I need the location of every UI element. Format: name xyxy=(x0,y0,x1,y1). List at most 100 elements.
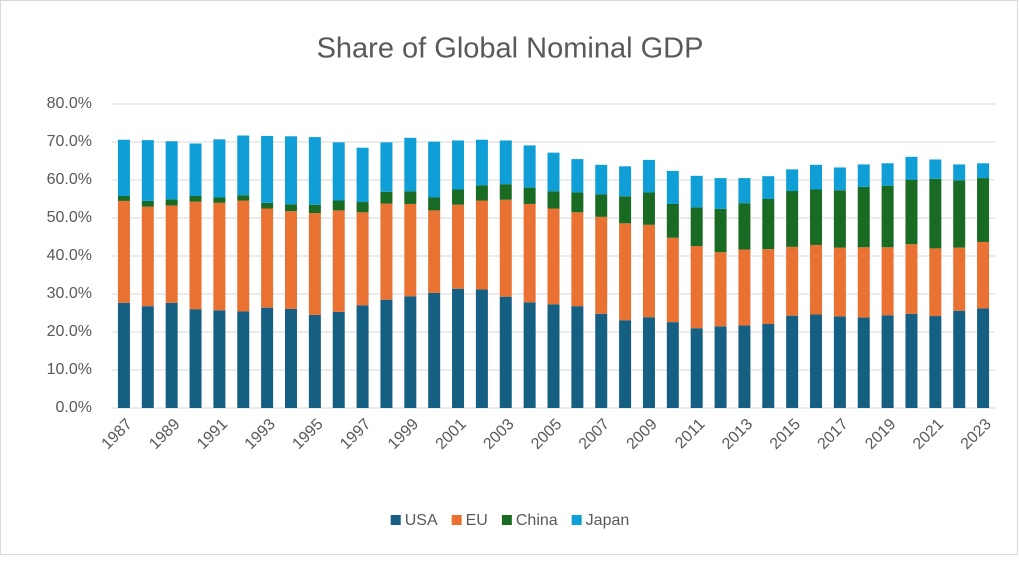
bar-segment xyxy=(499,184,512,200)
bar-segment xyxy=(165,205,178,303)
bar-segment xyxy=(857,317,870,408)
bar-segment xyxy=(428,292,441,408)
bar-segment xyxy=(356,212,369,306)
bar-segment xyxy=(762,199,775,250)
bar-segment xyxy=(642,224,655,318)
bar-segment xyxy=(929,178,942,249)
bar-segment xyxy=(380,191,393,204)
bar-segment xyxy=(308,314,321,408)
bar-segment xyxy=(475,289,488,408)
bar-segment xyxy=(857,247,870,318)
bar-segment xyxy=(595,164,608,195)
bar-segment xyxy=(404,203,417,297)
bar-segment xyxy=(380,299,393,408)
bar-segment xyxy=(117,195,130,201)
bar-segment xyxy=(762,176,775,199)
bar-segment xyxy=(165,302,178,408)
bar-segment xyxy=(499,296,512,408)
legend-label: EU xyxy=(466,512,488,529)
bar-segment xyxy=(714,178,727,209)
bar-segment xyxy=(189,195,202,202)
bar-segment xyxy=(905,179,918,245)
bar-segment xyxy=(595,216,608,314)
legend-label: Japan xyxy=(586,512,630,529)
bar-segment xyxy=(833,190,846,248)
bar-segment xyxy=(905,244,918,314)
bar-segment xyxy=(428,141,441,198)
bar-segment xyxy=(189,201,202,310)
bar-segment xyxy=(141,306,154,408)
bar-segment xyxy=(523,187,536,204)
legend-swatch xyxy=(451,515,462,525)
bar-segment xyxy=(714,252,727,327)
bar-segment xyxy=(929,248,942,317)
bar-segment xyxy=(380,142,393,192)
legend-swatch xyxy=(390,515,401,525)
bar-segment xyxy=(117,302,130,408)
bar-segment xyxy=(499,199,512,297)
bar-segment xyxy=(690,246,703,329)
bar-segment xyxy=(810,164,823,190)
y-tick-label: 50.0% xyxy=(47,209,92,226)
bar-segment xyxy=(404,137,417,192)
legend-label: USA xyxy=(405,512,438,529)
bar-segment xyxy=(404,191,417,204)
bar-segment xyxy=(977,241,990,309)
bar-segment xyxy=(690,328,703,408)
bar-segment xyxy=(642,159,655,193)
bar-segment xyxy=(332,311,345,408)
bar-segment xyxy=(141,206,154,307)
bar-segment xyxy=(380,203,393,300)
bar-segment xyxy=(642,317,655,408)
bar-segment xyxy=(141,200,154,207)
bar-segment xyxy=(308,137,321,205)
bar-segment xyxy=(786,246,799,316)
y-tick-label: 70.0% xyxy=(47,133,92,150)
bar-segment xyxy=(810,189,823,245)
y-tick-label: 0.0% xyxy=(56,399,92,416)
bar-segment xyxy=(547,304,560,408)
bar-segment xyxy=(308,204,321,214)
bar-segment xyxy=(117,139,130,196)
bar-segment xyxy=(213,310,226,408)
legend-label: China xyxy=(516,512,558,529)
bar-segment xyxy=(356,202,369,213)
bar-segment xyxy=(261,307,274,408)
bar-segment xyxy=(738,203,751,250)
legend-swatch xyxy=(501,515,512,525)
bar-segment xyxy=(356,305,369,408)
bar-segment xyxy=(547,191,560,209)
bar-segment xyxy=(714,326,727,408)
bar-segment xyxy=(762,249,775,325)
y-tick-label: 10.0% xyxy=(47,361,92,378)
bar-segment xyxy=(141,140,154,201)
bar-segment xyxy=(595,194,608,217)
y-tick-label: 20.0% xyxy=(47,323,92,340)
bar-segment xyxy=(261,208,274,308)
bar-segment xyxy=(571,306,584,408)
bar-segment xyxy=(690,175,703,208)
bar-segment xyxy=(356,147,369,203)
bar-segment xyxy=(452,140,465,190)
bar-segment xyxy=(165,141,178,200)
bar-segment xyxy=(284,204,297,212)
bar-segment xyxy=(881,185,894,248)
bar-segment xyxy=(428,210,441,293)
bar-segment xyxy=(213,197,226,203)
bar-segment xyxy=(977,308,990,408)
bar-segment xyxy=(905,313,918,408)
bar-segment xyxy=(499,140,512,185)
bar-segment xyxy=(571,212,584,307)
bar-segment xyxy=(714,208,727,253)
bar-segment xyxy=(189,309,202,408)
bar-segment xyxy=(404,296,417,408)
bar-segment xyxy=(547,152,560,192)
bar-segment xyxy=(786,315,799,408)
bar-segment xyxy=(332,200,345,211)
bar-segment xyxy=(523,203,536,303)
bar-segment xyxy=(666,322,679,408)
bar-segment xyxy=(571,159,584,193)
bar-segment xyxy=(857,164,870,187)
bar-segment xyxy=(165,199,178,206)
